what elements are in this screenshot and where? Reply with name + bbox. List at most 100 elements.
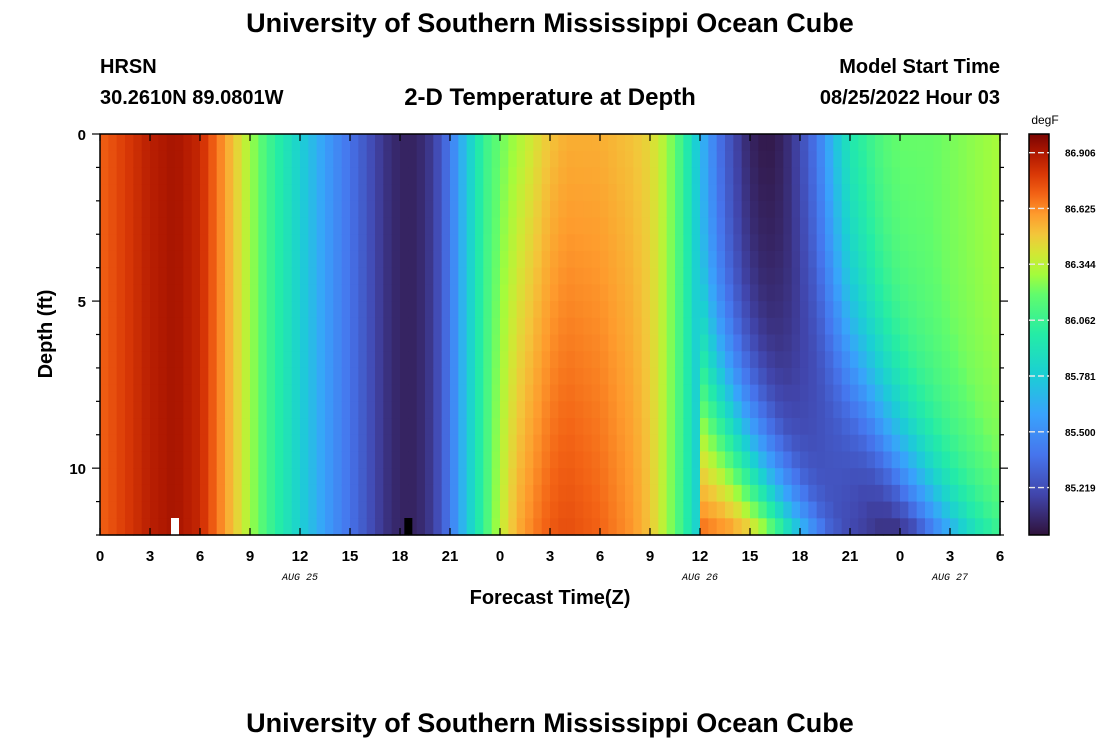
heatmap-cell bbox=[666, 317, 676, 336]
heatmap-cell bbox=[391, 217, 401, 235]
heatmap-cell bbox=[833, 134, 843, 152]
time-marker bbox=[404, 518, 413, 535]
heatmap-cell bbox=[116, 518, 126, 536]
heatmap-cell bbox=[316, 501, 326, 519]
heatmap-cell bbox=[941, 250, 951, 269]
heatmap-cell bbox=[425, 217, 434, 235]
heatmap-cell bbox=[158, 317, 168, 336]
heatmap-cell bbox=[400, 234, 409, 252]
heatmap-cell bbox=[808, 134, 818, 152]
heatmap-cell bbox=[191, 150, 201, 169]
heatmap-cell bbox=[400, 250, 409, 269]
heatmap-cell bbox=[158, 167, 168, 185]
heatmap-cell bbox=[475, 184, 484, 202]
heatmap-cell bbox=[466, 267, 476, 285]
heatmap-cell bbox=[491, 167, 501, 185]
heatmap-cell bbox=[191, 401, 201, 419]
heatmap-cell bbox=[716, 184, 726, 202]
heatmap-cell bbox=[433, 334, 443, 352]
heatmap-cell bbox=[150, 200, 159, 219]
x-tick-label: 3 bbox=[146, 548, 154, 565]
heatmap-cell bbox=[333, 334, 343, 352]
heatmap-cell bbox=[866, 217, 876, 235]
heatmap-cell bbox=[216, 167, 226, 185]
heatmap-cell bbox=[600, 167, 609, 185]
heatmap-cell bbox=[225, 267, 234, 285]
heatmap-cell bbox=[550, 317, 559, 336]
heatmap-cell bbox=[141, 301, 151, 319]
heatmap-cell bbox=[916, 334, 926, 352]
heatmap-cell bbox=[608, 518, 618, 536]
heatmap-cell bbox=[700, 200, 709, 219]
heatmap-cell bbox=[208, 468, 218, 486]
heatmap-cell bbox=[858, 484, 868, 503]
heatmap-cell bbox=[825, 284, 834, 302]
heatmap-cell bbox=[625, 384, 634, 402]
heatmap-cell bbox=[808, 150, 818, 169]
heatmap-cell bbox=[375, 217, 384, 235]
heatmap-cell bbox=[450, 301, 459, 319]
heatmap-cell bbox=[291, 351, 301, 369]
heatmap-cell bbox=[633, 317, 643, 336]
heatmap-cell bbox=[625, 267, 634, 285]
heatmap-cell bbox=[391, 468, 401, 486]
heatmap-cell bbox=[683, 150, 693, 169]
heatmap-cell bbox=[800, 501, 809, 519]
heatmap-cell bbox=[125, 418, 134, 436]
heatmap-cell bbox=[508, 317, 518, 336]
heatmap-cell bbox=[975, 250, 984, 269]
heatmap-cell bbox=[158, 351, 168, 369]
heatmap-cell bbox=[491, 200, 501, 219]
heatmap-cell bbox=[775, 301, 784, 319]
heatmap-cell bbox=[608, 468, 618, 486]
heatmap-cell bbox=[958, 234, 968, 252]
heatmap-cell bbox=[575, 184, 584, 202]
heatmap-cell bbox=[125, 200, 134, 219]
heatmap-cell bbox=[925, 367, 934, 386]
heatmap-cell bbox=[650, 418, 659, 436]
heatmap-cell bbox=[816, 484, 826, 503]
heatmap-cell bbox=[333, 167, 343, 185]
heatmap-cell bbox=[491, 518, 501, 536]
heatmap-cell bbox=[925, 234, 934, 252]
heatmap-cell bbox=[983, 451, 993, 469]
heatmap-cell bbox=[291, 334, 301, 352]
heatmap-cell bbox=[250, 250, 259, 269]
footer-title: University of Southern Mississippi Ocean… bbox=[246, 708, 854, 738]
heatmap-cell bbox=[433, 451, 443, 469]
heatmap-cell bbox=[708, 234, 718, 252]
heatmap-cell bbox=[400, 351, 409, 369]
heatmap-cell bbox=[258, 518, 268, 536]
heatmap-cell bbox=[908, 267, 918, 285]
heatmap-cell bbox=[150, 250, 159, 269]
heatmap-cell bbox=[975, 167, 984, 185]
heatmap-cell bbox=[491, 434, 501, 453]
heatmap-cell bbox=[608, 501, 618, 519]
heatmap-cell bbox=[541, 451, 551, 469]
heatmap-cell bbox=[658, 134, 668, 152]
heatmap-cell bbox=[808, 267, 818, 285]
heatmap-cell bbox=[441, 150, 451, 169]
heatmap-cell bbox=[208, 250, 218, 269]
heatmap-cell bbox=[483, 217, 493, 235]
heatmap-cell bbox=[166, 200, 176, 219]
heatmap-cell bbox=[216, 418, 226, 436]
heatmap-cell bbox=[708, 384, 718, 402]
heatmap-cell bbox=[766, 134, 776, 152]
heatmap-cell bbox=[841, 284, 851, 302]
heatmap-cell bbox=[225, 167, 234, 185]
heatmap-cell bbox=[208, 167, 218, 185]
heatmap-cell bbox=[133, 468, 143, 486]
heatmap-cell bbox=[600, 367, 609, 386]
heatmap-cell bbox=[766, 501, 776, 519]
heatmap-cell bbox=[408, 284, 418, 302]
heatmap-cell bbox=[525, 418, 534, 436]
heatmap-cell bbox=[575, 301, 584, 319]
heatmap-cell bbox=[791, 184, 801, 202]
heatmap-cell bbox=[133, 167, 143, 185]
heatmap-cell bbox=[675, 501, 684, 519]
heatmap-cell bbox=[333, 200, 343, 219]
heatmap-cell bbox=[250, 384, 259, 402]
heatmap-cell bbox=[833, 167, 843, 185]
heatmap-cell bbox=[375, 250, 384, 269]
